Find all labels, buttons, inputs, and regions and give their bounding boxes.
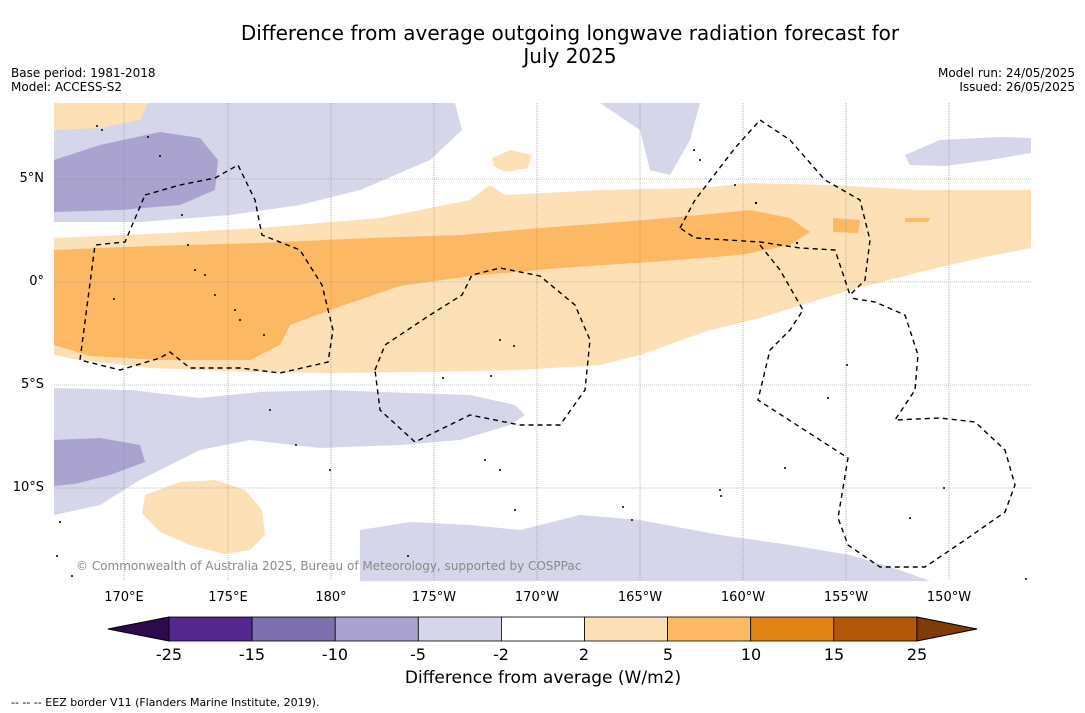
gridlines: [54, 103, 1031, 581]
colorbar-segment: [667, 616, 752, 642]
issued-date: Issued: 26/05/2025: [959, 80, 1075, 94]
anomaly-patch-pos-north: [54, 103, 148, 130]
colorbar-segment: [168, 616, 253, 642]
meta-left: Base period: 1981-2018 Model: ACCESS-S2: [11, 66, 156, 94]
anomaly-patch-neg-mid-south: [54, 438, 145, 486]
anomaly-field: [54, 103, 1031, 581]
lon-tick-170e: 170°E: [104, 590, 144, 605]
colorbar-label: -5: [410, 645, 426, 664]
colorbar-label: 5: [662, 645, 674, 664]
colorbar-segment: [417, 616, 502, 642]
model-name: Model: ACCESS-S2: [11, 80, 123, 94]
lon-tick-180: 180°: [315, 590, 347, 605]
lon-tick-175w: 175°W: [411, 590, 457, 605]
anomaly-patch-pos-east: [833, 218, 860, 233]
anomaly-patch-neg-mid-north: [54, 132, 218, 212]
colorbar-low-arrow: [107, 616, 170, 642]
colorbar-segment: [750, 616, 835, 642]
anomaly-patch-pos-east-small: [905, 218, 930, 222]
lat-tick-0: 0°: [29, 274, 44, 289]
title-line-2: July 2025: [523, 44, 617, 68]
colorbar-segment: [833, 616, 918, 642]
colorbar-label: -15: [238, 645, 266, 664]
colorbar-segment: [584, 616, 668, 642]
colorbar-label: -25: [155, 645, 183, 664]
anomaly-patch-neg-east: [905, 137, 1031, 166]
colorbar-segment: [334, 616, 419, 642]
colorbar-label: 15: [823, 645, 845, 664]
anomaly-patch-pos-small: [492, 150, 532, 172]
colorbar-segment: [500, 616, 585, 642]
anomaly-band-neg-south: [54, 388, 525, 515]
anomaly-patch-neg-north-east: [600, 103, 700, 175]
colorbar: [107, 616, 978, 642]
model-run: Model run: 24/05/2025: [937, 66, 1075, 80]
colorbar-segment: [251, 616, 336, 642]
colorbar-title: Difference from average (W/m2): [404, 668, 682, 688]
anomaly-band-neg-far-south: [360, 515, 930, 581]
eez-borders: [79, 119, 1016, 568]
anomaly-patch-pos-south: [142, 480, 265, 554]
colorbar-label: 10: [740, 645, 762, 664]
islands: [56, 125, 1027, 580]
anomaly-core-pos: [54, 210, 810, 360]
eez-legend: -- -- -- EEZ border V11 (Flanders Marine…: [11, 696, 320, 709]
colorbar-high-arrow: [916, 616, 978, 642]
lon-tick-150w: 150°W: [926, 590, 972, 605]
chart-title: Difference from average outgoing longwav…: [0, 22, 1085, 68]
lon-tick-165w: 165°W: [617, 590, 663, 605]
colorbar-label: -2: [493, 645, 509, 664]
title-line-1: Difference from average outgoing longwav…: [240, 21, 900, 45]
lat-tick-5s: 5°S: [20, 377, 44, 392]
base-period: Base period: 1981-2018: [11, 66, 156, 80]
lon-tick-155w: 155°W: [823, 590, 869, 605]
lon-tick-175e: 175°E: [208, 590, 248, 605]
meta-right: Model run: 24/05/2025 Issued: 26/05/2025: [938, 66, 1075, 94]
lat-tick-5n: 5°N: [19, 171, 45, 186]
colorbar-label: 2: [578, 645, 590, 664]
credit-text: © Commonwealth of Australia 2025, Bureau…: [76, 559, 582, 573]
colorbar-label: -10: [321, 645, 349, 664]
lon-tick-160w: 160°W: [720, 590, 766, 605]
lon-tick-170w: 170°W: [514, 590, 560, 605]
lat-tick-10s: 10°S: [12, 480, 44, 495]
colorbar-label: 25: [906, 645, 928, 664]
